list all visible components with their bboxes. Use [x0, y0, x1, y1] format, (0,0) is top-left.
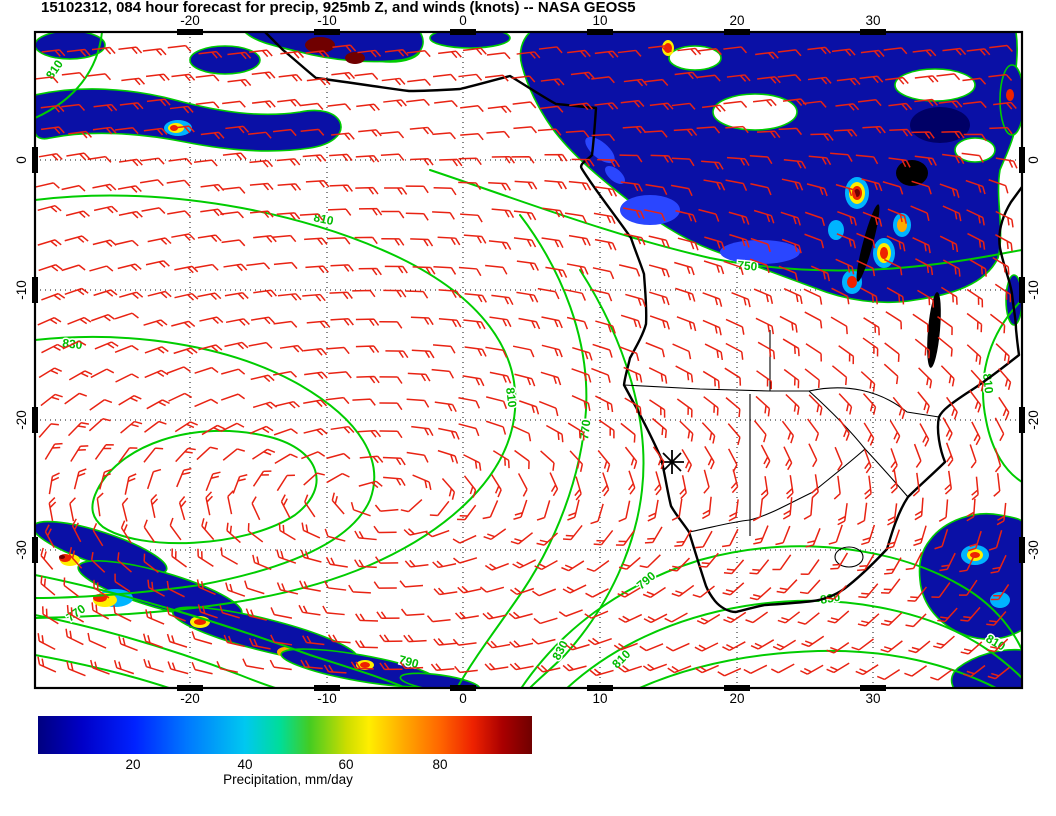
wind-barbs: [35, 44, 1018, 681]
lon-tick-label-top: 30: [865, 13, 881, 28]
contour-label: 830: [549, 638, 571, 663]
colorbar-tick: 60: [338, 757, 354, 772]
precip-colorbar: [38, 716, 532, 754]
lon-tick-label-top: -20: [180, 13, 200, 28]
precip-shading: [35, 32, 1022, 688]
contour-label: 810: [503, 387, 519, 409]
colorbar-label: Precipitation, mm/day: [223, 772, 353, 787]
lat-tick-label-left: -10: [14, 280, 29, 300]
lon-tick-label-bottom: 0: [459, 691, 467, 706]
lon-tick-label-bottom: 20: [729, 691, 745, 706]
lon-tick-label-bottom: -10: [317, 691, 337, 706]
contour-label: 810: [609, 647, 633, 671]
lat-tick-label-left: -20: [14, 410, 29, 430]
colorbar-tick: 40: [237, 757, 253, 772]
lat-tick-label-left: -30: [14, 540, 29, 560]
contour-label: 830: [22, 468, 39, 490]
map-frame: [32, 29, 1025, 691]
lat-tick-label-left: 0: [14, 156, 29, 164]
lon-tick-label-bottom: 30: [865, 691, 881, 706]
lon-tick-label-bottom: -20: [180, 691, 200, 706]
lon-tick-label-top: 20: [729, 13, 745, 28]
lat-tick-label-right: -10: [1026, 280, 1041, 300]
axis-ticks: [32, 29, 1025, 691]
lat-tick-label-right: 0: [1026, 156, 1041, 164]
lon-tick-label-bottom: 10: [592, 691, 608, 706]
page-title: 15102312, 084 hour forecast for precip, …: [41, 0, 636, 16]
lon-tick-label-top: 10: [592, 13, 608, 28]
colorbar-tick: 20: [125, 757, 141, 772]
colorbar-tick: 80: [432, 757, 448, 772]
lon-tick-label-top: -10: [317, 13, 337, 28]
lat-tick-label-right: -30: [1026, 540, 1041, 560]
lon-tick-label-top: 0: [459, 13, 467, 28]
contour-label: 810: [980, 373, 996, 395]
lat-tick-label-right: -20: [1026, 410, 1041, 430]
lakes: [856, 160, 941, 368]
